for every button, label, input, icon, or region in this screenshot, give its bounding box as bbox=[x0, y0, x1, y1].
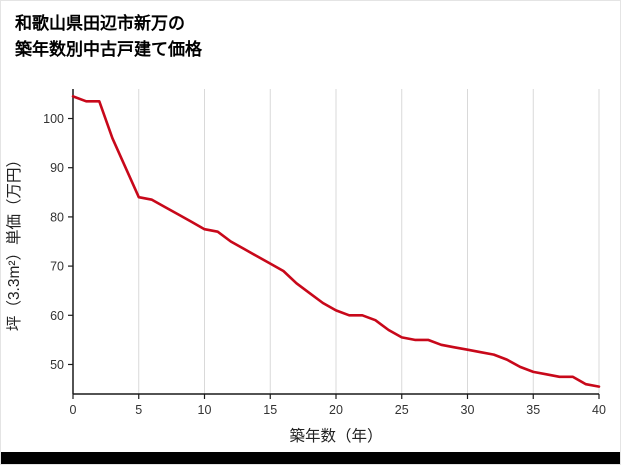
svg-text:90: 90 bbox=[50, 161, 64, 175]
svg-text:5: 5 bbox=[135, 403, 142, 417]
svg-text:70: 70 bbox=[50, 260, 64, 274]
svg-text:40: 40 bbox=[592, 403, 606, 417]
chart-title: 和歌山県田辺市新万の 築年数別中古戸建て価格 bbox=[15, 11, 202, 62]
x-axis-ticks: 0 5 10 15 20 25 30 35 40 bbox=[70, 394, 606, 417]
svg-text:50: 50 bbox=[50, 358, 64, 372]
svg-text:35: 35 bbox=[526, 403, 540, 417]
svg-text:25: 25 bbox=[395, 403, 409, 417]
svg-text:15: 15 bbox=[263, 403, 277, 417]
svg-text:80: 80 bbox=[50, 210, 64, 224]
svg-text:0: 0 bbox=[70, 403, 77, 417]
price-line-chart: 0 5 10 15 20 25 30 35 40 50 60 70 80 90 100 築年数（年） 坪（3.3… bbox=[5, 89, 606, 445]
x-axis-label: 築年数（年） bbox=[289, 427, 382, 445]
svg-text:10: 10 bbox=[198, 403, 212, 417]
footer-bar bbox=[1, 452, 620, 464]
svg-text:60: 60 bbox=[50, 309, 64, 323]
gridlines bbox=[138, 89, 600, 394]
y-axis-label: 坪（3.3m²）単価（万円） bbox=[5, 152, 23, 331]
svg-text:30: 30 bbox=[461, 403, 475, 417]
chart-title-line1: 和歌山県田辺市新万の bbox=[15, 14, 185, 33]
svg-text:100: 100 bbox=[43, 112, 64, 126]
price-line bbox=[71, 95, 601, 388]
chart-title-line2: 築年数別中古戸建て価格 bbox=[15, 39, 202, 59]
y-axis-ticks: 50 60 70 80 90 100 bbox=[43, 112, 73, 372]
svg-text:20: 20 bbox=[329, 403, 343, 417]
